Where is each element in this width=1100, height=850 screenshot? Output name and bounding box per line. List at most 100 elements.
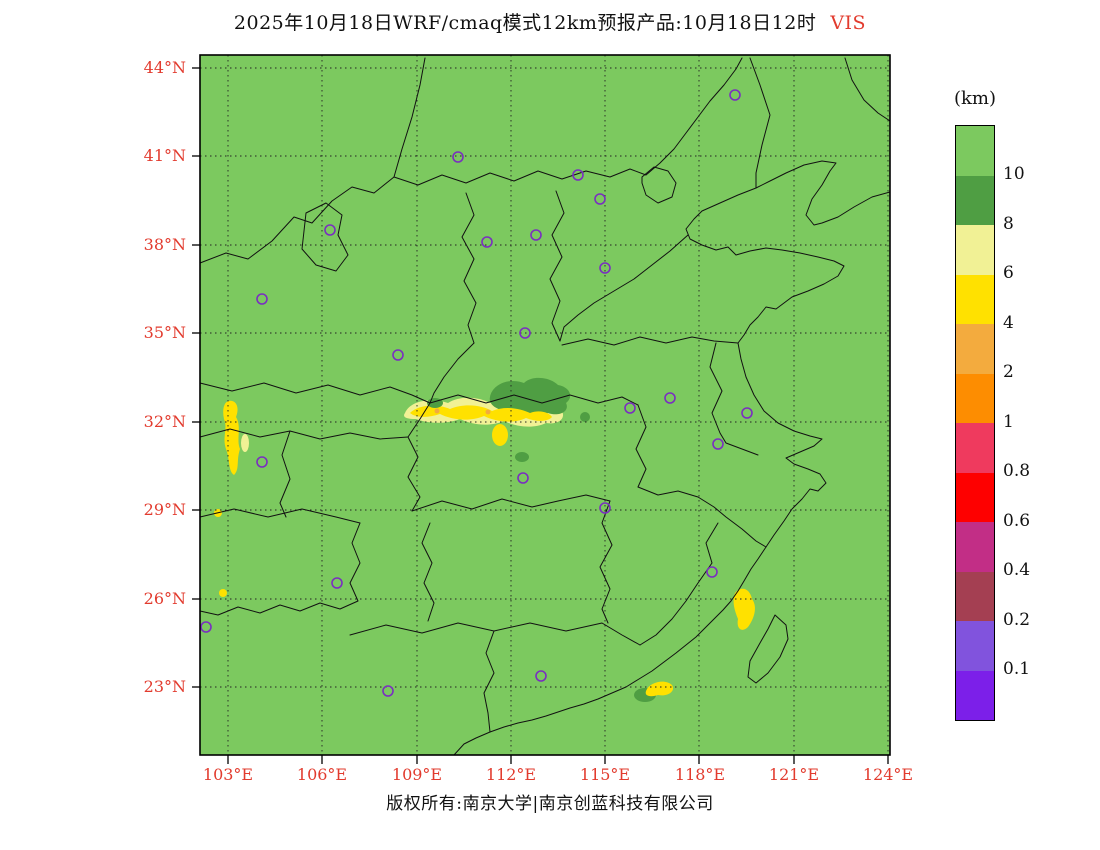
- city-markers: [200, 89, 753, 697]
- colorbar-segment: [956, 274, 994, 324]
- province-boundaries: [199, 57, 891, 756]
- colorbar-segment: [956, 324, 994, 374]
- lon-label-124e: 124°E: [862, 765, 914, 784]
- border-north-frontier-west: [199, 57, 426, 264]
- orange-speck-1: [434, 408, 440, 414]
- colorbar-tick-2: 2: [1003, 362, 1014, 382]
- grid-lines: [200, 55, 890, 755]
- border-henan-south: [429, 394, 639, 406]
- lon-label-112e: 112°E: [485, 765, 537, 784]
- colorbar: [955, 125, 995, 721]
- lat-label-26n: 26°N: [143, 589, 186, 608]
- city-marker: [200, 621, 212, 633]
- city-marker: [256, 456, 268, 468]
- border-guangxi-guangdong: [483, 630, 495, 733]
- colorbar-segment: [956, 373, 994, 423]
- border-hebei-shandong: [559, 234, 689, 342]
- city-marker: [392, 349, 404, 361]
- city-marker: [706, 566, 718, 578]
- pale-yellow-sliver-west: [241, 434, 249, 452]
- border-north-frontier-east: [393, 57, 743, 186]
- border-beijing-loop: [641, 166, 677, 204]
- city-marker: [324, 224, 336, 236]
- dark-green-patch-small-1: [580, 412, 590, 422]
- border-daba: [199, 428, 409, 440]
- colorbar-segment: [956, 175, 994, 225]
- lon-label-106e: 106°E: [296, 765, 348, 784]
- yellow-dot-west-2: [219, 589, 227, 597]
- dark-green-patch-small-3: [515, 452, 529, 462]
- border-northeast-corner: [844, 57, 891, 122]
- taiwan-island: [747, 614, 789, 684]
- colorbar-segment: [956, 423, 994, 473]
- city-marker: [517, 472, 529, 484]
- colorbar-tick-4: 4: [1003, 313, 1014, 333]
- colorbar-segment: [956, 126, 994, 176]
- visibility-patches: [214, 377, 755, 702]
- city-marker: [664, 392, 676, 404]
- border-hebei-liaoning: [749, 57, 771, 189]
- lat-label-44n: 44°N: [143, 58, 186, 77]
- colorbar-tick-0-8: 0.8: [1003, 461, 1031, 481]
- border-henan-west: [429, 342, 475, 404]
- lat-label-23n: 23°N: [143, 677, 186, 696]
- city-marker: [382, 685, 394, 697]
- title-text: 2025年10月18日WRF/cmaq模式12km预报产品:10月18日12时: [233, 12, 817, 34]
- yellow-band: [410, 405, 552, 422]
- border-guizhou-north: [199, 508, 361, 524]
- lat-label-29n: 29°N: [143, 500, 186, 519]
- colorbar-segment: [956, 670, 994, 720]
- city-marker: [599, 502, 611, 514]
- coastline: [453, 160, 891, 756]
- colorbar-segment: [956, 621, 994, 671]
- border-chongqing-hubei: [407, 402, 431, 512]
- map-border: [199, 54, 891, 756]
- border-guizhou-southwest: [199, 522, 361, 616]
- colorbar-segment: [956, 522, 994, 572]
- border-shandong-south: [561, 336, 739, 346]
- colorbar-tick-6: 6: [1003, 263, 1014, 283]
- city-marker: [741, 407, 753, 419]
- yellow-strip-se-coast: [733, 588, 755, 630]
- border-anhui-west: [635, 404, 647, 488]
- lon-label-109e: 109°E: [391, 765, 443, 784]
- colorbar-unit: (km): [953, 88, 997, 109]
- border-sichuan-chongqing: [279, 430, 291, 518]
- lat-label-41n: 41°N: [143, 146, 186, 165]
- border-shanxi-east: [549, 190, 565, 342]
- copyright-text: 版权所有:南京大学|南京创蓝科技有限公司: [386, 794, 714, 814]
- lat-label-35n: 35°N: [143, 323, 186, 342]
- forecast-map: [192, 54, 891, 764]
- yellow-patch-south-of-band: [492, 424, 508, 446]
- border-hunan-jiangxi: [599, 500, 613, 624]
- colorbar-segment: [956, 472, 994, 522]
- city-marker: [519, 327, 531, 339]
- city-marker: [481, 236, 493, 248]
- city-marker: [256, 293, 268, 305]
- lat-label-38n: 38°N: [143, 235, 186, 254]
- dark-green-patch-main: [489, 377, 571, 417]
- colorbar-tick-0-4: 0.4: [1003, 560, 1031, 580]
- lon-label-118e: 118°E: [674, 765, 726, 784]
- city-marker: [535, 670, 547, 682]
- border-nanling: [349, 622, 641, 646]
- city-marker: [331, 577, 343, 589]
- city-marker: [452, 151, 464, 163]
- colorbar-tick-0-6: 0.6: [1003, 511, 1031, 531]
- axis-ticks: [192, 67, 889, 764]
- border-guizhou-east: [421, 522, 435, 622]
- lat-label-32n: 32°N: [143, 412, 186, 431]
- lon-label-115e: 115°E: [579, 765, 631, 784]
- orange-speck-2: [485, 409, 491, 415]
- border-qinling: [199, 382, 431, 404]
- city-marker: [572, 169, 584, 181]
- border-zhejiang-west: [637, 486, 767, 548]
- border-hubei-south: [411, 494, 611, 512]
- lon-label-103e: 103°E: [202, 765, 254, 784]
- city-marker: [530, 229, 542, 241]
- yellow-strip-west: [223, 400, 240, 475]
- border-jiangxi-fujian: [639, 522, 719, 646]
- city-marker: [624, 402, 636, 414]
- colorbar-tick-0-1: 0.1: [1003, 659, 1031, 679]
